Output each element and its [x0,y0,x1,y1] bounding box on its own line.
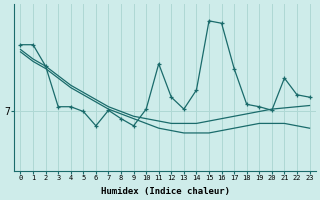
X-axis label: Humidex (Indice chaleur): Humidex (Indice chaleur) [100,187,229,196]
